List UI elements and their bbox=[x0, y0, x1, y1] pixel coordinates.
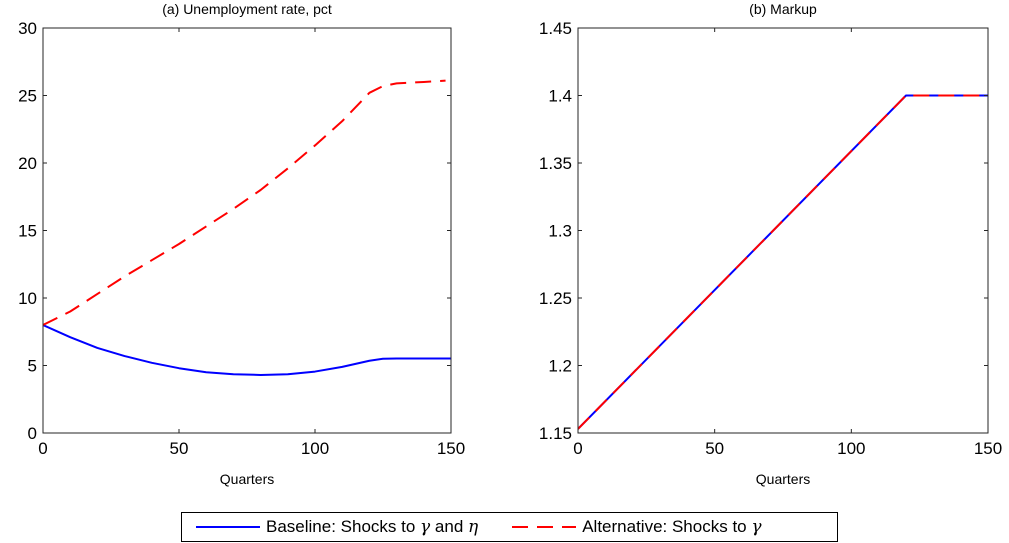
series-line-baseline bbox=[43, 324, 451, 376]
x-tick-label: 0 bbox=[573, 439, 582, 458]
x-tick-label: 100 bbox=[301, 439, 329, 458]
panel-unemployment-rate: 0 50 100 150 0 5 10 15 20 25 30 (a) Unemployment ra… bbox=[18, 1, 465, 487]
x-tick-label: 150 bbox=[437, 439, 465, 458]
y-tick-label: 15 bbox=[18, 222, 37, 241]
series-line-baseline bbox=[578, 94, 988, 430]
y-tick-label: 1.15 bbox=[539, 424, 572, 443]
legend-item-alternative: Alternative: Shocks to γ bbox=[498, 517, 762, 537]
y-tick-label: 1.35 bbox=[539, 154, 572, 173]
x-tick-label: 150 bbox=[974, 439, 1002, 458]
axes-box bbox=[577, 27, 989, 434]
x-axis-label: Quarters bbox=[220, 471, 274, 487]
legend-swatch-baseline bbox=[196, 526, 260, 528]
y-tick-label: 5 bbox=[28, 357, 37, 376]
x-tick-label: 100 bbox=[837, 439, 865, 458]
y-tick-label: 20 bbox=[18, 154, 37, 173]
legend-label-alternative: Alternative: Shocks to γ bbox=[582, 517, 762, 537]
legend: Baseline: Shocks to γ and η Alternative:… bbox=[181, 512, 838, 542]
chart-title: (a) Unemployment rate, pct bbox=[162, 1, 332, 17]
series-line-alternative bbox=[578, 94, 988, 430]
legend-swatch-alternative bbox=[512, 526, 577, 528]
x-tick-label: 50 bbox=[170, 439, 189, 458]
plot-area bbox=[578, 94, 988, 430]
plot-area bbox=[43, 79, 451, 376]
chart-title: (b) Markup bbox=[749, 1, 817, 17]
y-tick-label: 1.45 bbox=[539, 19, 572, 38]
legend-label-baseline: Baseline: Shocks to γ and η bbox=[266, 517, 479, 537]
axes-box bbox=[42, 27, 452, 434]
x-tick-label: 50 bbox=[705, 439, 724, 458]
y-tick-label: 1.4 bbox=[548, 87, 572, 106]
x-axis-label: Quarters bbox=[756, 471, 810, 487]
figure: 0 50 100 150 0 5 10 15 20 25 30 (a) Unemployment ra… bbox=[18, 1, 1002, 487]
y-tick-label: 1.2 bbox=[548, 357, 572, 376]
y-tick-label: 25 bbox=[18, 87, 37, 106]
panel-markup: 0 50 100 150 1.15 1.2 1.25 1.3 1.35 1.4 1.45 (b) Ma… bbox=[539, 1, 1002, 487]
x-tick-label: 0 bbox=[38, 439, 47, 458]
y-tick-label: 1.3 bbox=[548, 222, 572, 241]
y-tick-label: 1.25 bbox=[539, 289, 572, 308]
series-line-alternative bbox=[43, 79, 446, 326]
legend-item-baseline: Baseline: Shocks to γ and η bbox=[182, 517, 478, 537]
y-tick-label: 30 bbox=[18, 19, 37, 38]
y-tick-label: 10 bbox=[18, 289, 37, 308]
y-tick-label: 0 bbox=[28, 424, 37, 443]
